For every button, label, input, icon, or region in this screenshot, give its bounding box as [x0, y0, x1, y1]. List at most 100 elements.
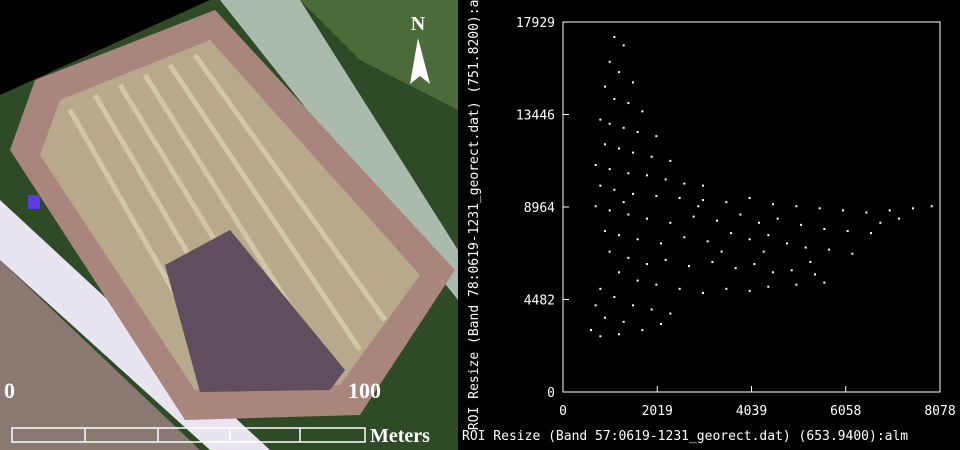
point — [767, 286, 769, 288]
plot-background — [460, 0, 960, 450]
point — [609, 251, 611, 253]
point — [604, 86, 606, 88]
point — [651, 308, 653, 310]
point — [809, 261, 811, 263]
point — [749, 238, 751, 240]
point — [828, 249, 830, 251]
scale-unit: Meters — [370, 425, 430, 447]
point — [623, 201, 625, 203]
point — [721, 251, 723, 253]
point — [870, 232, 872, 234]
point — [795, 205, 797, 207]
point — [851, 253, 853, 255]
point — [660, 323, 662, 325]
point — [590, 329, 592, 331]
scale-end: 100 — [348, 378, 381, 403]
point — [688, 265, 690, 267]
point — [660, 242, 662, 244]
point — [627, 214, 629, 216]
point — [683, 183, 685, 185]
point — [623, 321, 625, 323]
x-tick-label: 8078 — [924, 404, 955, 419]
point — [725, 288, 727, 290]
point — [725, 201, 727, 203]
point — [618, 333, 620, 335]
x-axis-label: ROI Resize (Band 57:0619-1231_georect.da… — [462, 429, 908, 444]
point — [865, 211, 867, 213]
point — [646, 174, 648, 176]
point — [693, 216, 695, 218]
point — [749, 290, 751, 292]
point — [618, 234, 620, 236]
point — [604, 143, 606, 145]
scale-start: 0 — [4, 378, 15, 403]
point — [669, 160, 671, 162]
point — [595, 164, 597, 166]
point — [898, 218, 900, 220]
point — [711, 261, 713, 263]
point — [618, 147, 620, 149]
point — [823, 228, 825, 230]
point — [823, 282, 825, 284]
point — [613, 296, 615, 298]
point — [772, 271, 774, 273]
point — [623, 127, 625, 129]
point — [749, 197, 751, 199]
point — [651, 156, 653, 158]
point — [595, 205, 597, 207]
point — [599, 335, 601, 337]
point — [599, 288, 601, 290]
point — [613, 98, 615, 100]
x-tick-label: 6058 — [830, 404, 861, 419]
point — [646, 263, 648, 265]
y-tick-label: 13446 — [516, 109, 555, 124]
point — [702, 292, 704, 294]
point — [702, 199, 704, 201]
point — [627, 257, 629, 259]
point — [632, 81, 634, 83]
point — [753, 263, 755, 265]
point — [599, 119, 601, 121]
point — [627, 172, 629, 174]
point — [739, 214, 741, 216]
point — [637, 280, 639, 282]
point — [604, 230, 606, 232]
x-tick-label: 2019 — [642, 404, 673, 419]
point — [697, 205, 699, 207]
point — [763, 251, 765, 253]
y-axis-label: ROI Resize (Band 78:0619-1231_georect.da… — [467, 0, 482, 430]
blue-object — [28, 195, 40, 209]
aerial-image: N 0 100 Meters — [0, 0, 458, 450]
y-tick-label: 4482 — [524, 294, 555, 309]
point — [655, 195, 657, 197]
point — [912, 207, 914, 209]
point — [683, 236, 685, 238]
point — [735, 267, 737, 269]
point — [767, 234, 769, 236]
y-tick-label: 17929 — [516, 16, 555, 31]
point — [595, 304, 597, 306]
point — [669, 222, 671, 224]
x-tick-label: 4039 — [736, 404, 767, 419]
point — [814, 273, 816, 275]
y-tick-label: 8964 — [524, 201, 555, 216]
point — [623, 44, 625, 46]
point — [655, 284, 657, 286]
point — [791, 269, 793, 271]
point — [632, 152, 634, 154]
point — [665, 259, 667, 261]
north-label: N — [411, 13, 426, 35]
point — [772, 203, 774, 205]
point — [847, 230, 849, 232]
point — [655, 135, 657, 137]
point — [879, 222, 881, 224]
x-tick-label: 0 — [559, 404, 567, 419]
scatter-plot: ROI Resize (Band 57:0619-1231_georect.da… — [460, 0, 960, 450]
point — [679, 197, 681, 199]
point — [609, 209, 611, 211]
point — [889, 209, 891, 211]
point — [641, 110, 643, 112]
point — [599, 185, 601, 187]
point — [632, 304, 634, 306]
point — [730, 232, 732, 234]
